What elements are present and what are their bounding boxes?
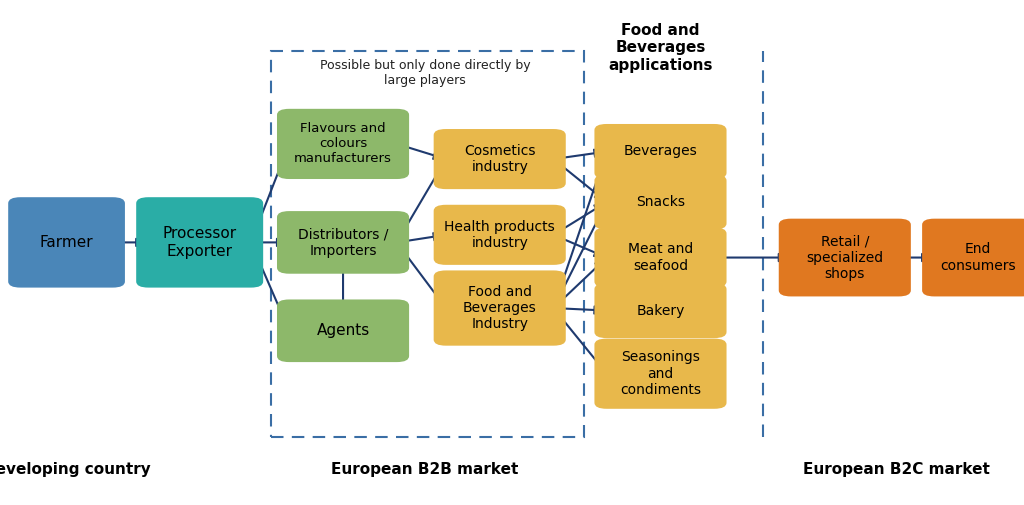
FancyBboxPatch shape [276,109,410,179]
FancyBboxPatch shape [136,197,263,288]
FancyBboxPatch shape [434,205,565,265]
FancyBboxPatch shape [434,129,565,189]
Text: Farmer: Farmer [40,235,93,250]
Text: Processor
Exporter: Processor Exporter [163,226,237,259]
FancyBboxPatch shape [594,338,727,409]
Text: Meat and
seafood: Meat and seafood [628,242,693,273]
Text: Beverages: Beverages [624,144,697,159]
FancyBboxPatch shape [594,227,727,288]
FancyBboxPatch shape [434,271,565,345]
FancyBboxPatch shape [594,175,727,229]
Text: Possible but only done directly by
large players: Possible but only done directly by large… [319,59,530,87]
FancyBboxPatch shape [8,197,125,288]
Text: End
consumers: End consumers [940,242,1016,273]
FancyBboxPatch shape [276,299,410,362]
FancyBboxPatch shape [778,219,911,296]
Text: Cosmetics
industry: Cosmetics industry [464,144,536,174]
Text: Distributors /
Importers: Distributors / Importers [298,227,388,258]
FancyBboxPatch shape [276,211,410,274]
Text: Bakery: Bakery [636,304,685,318]
FancyBboxPatch shape [594,124,727,179]
Text: Flavours and
colours
manufacturers: Flavours and colours manufacturers [294,122,392,166]
Text: European B2B market: European B2B market [332,462,518,477]
Text: Snacks: Snacks [636,195,685,209]
FancyBboxPatch shape [922,219,1024,296]
FancyBboxPatch shape [594,283,727,338]
Text: Developing country: Developing country [0,462,151,477]
Text: Agents: Agents [316,323,370,338]
Text: Food and
Beverages
applications: Food and Beverages applications [608,23,713,73]
Text: Health products
industry: Health products industry [444,220,555,250]
Text: European B2C market: European B2C market [803,462,989,477]
Text: Seasonings
and
condiments: Seasonings and condiments [620,350,701,397]
Text: Food and
Beverages
Industry: Food and Beverages Industry [463,285,537,331]
Text: Retail /
specialized
shops: Retail / specialized shops [806,234,884,281]
